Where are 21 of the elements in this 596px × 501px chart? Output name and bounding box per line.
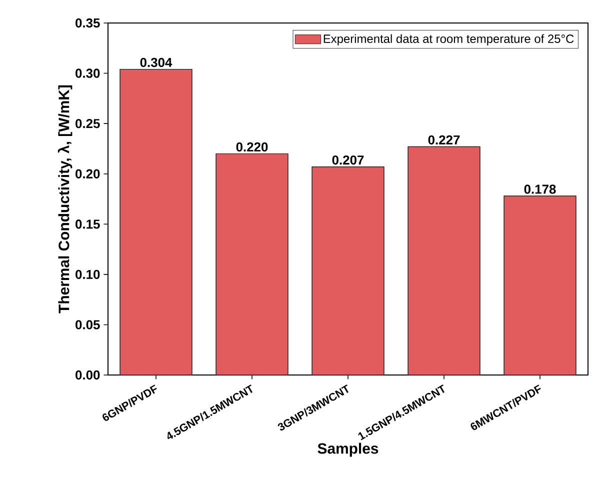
bar [216, 154, 288, 375]
y-tick-label: 0.05 [76, 320, 100, 330]
bar [408, 146, 480, 375]
legend-label: Experimental data at room temperature of 25°C [324, 34, 574, 46]
y-tick-label: 0.15 [76, 220, 100, 229]
data-label: 0.227 [428, 135, 460, 145]
x-axis-title: Samples [318, 442, 378, 457]
y-tick-label: 0.10 [76, 270, 100, 280]
data-label: 0.207 [332, 155, 364, 165]
y-tick-label: 0.35 [76, 18, 100, 28]
y-tick-label: 0.20 [76, 169, 100, 178]
data-label: 0.178 [524, 184, 556, 194]
y-tick-label: 0.00 [76, 370, 100, 380]
y-tick-label: 0.30 [76, 68, 100, 78]
data-label: 0.220 [236, 142, 268, 152]
bar [504, 196, 576, 375]
data-label: 0.304 [140, 58, 172, 68]
y-tick-label: 0.25 [76, 118, 100, 128]
y-axis-title: Thermal Conductivity, λ, [W/mK] [58, 85, 72, 314]
bar [120, 69, 192, 375]
bar [312, 166, 384, 375]
